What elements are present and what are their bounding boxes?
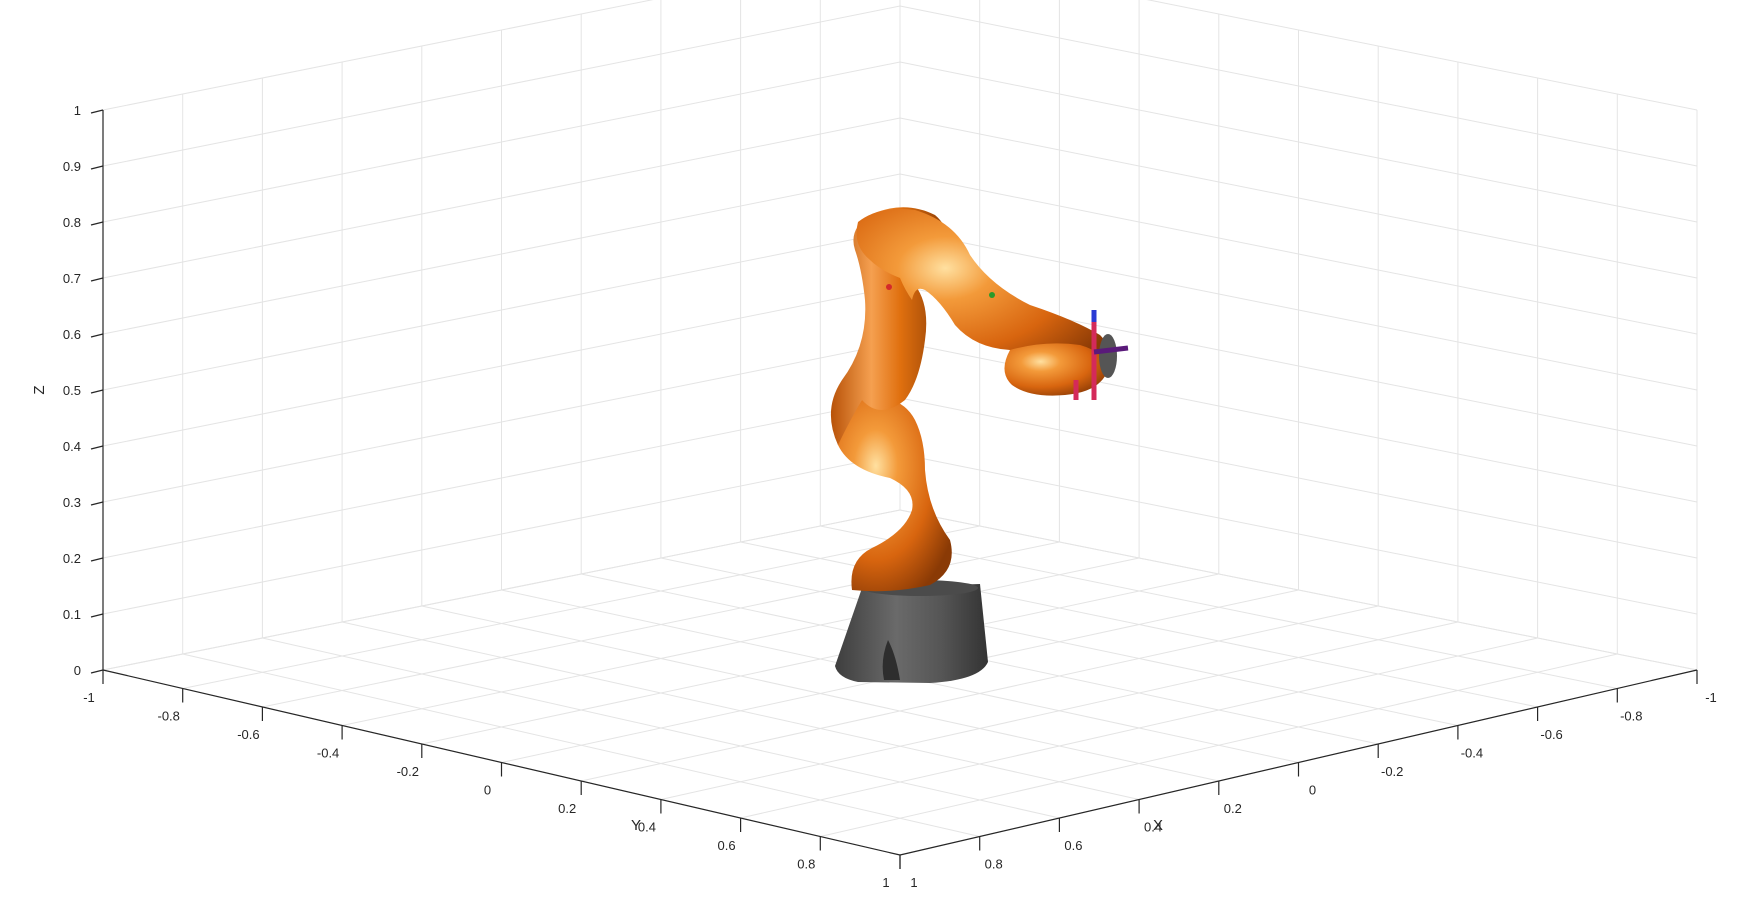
z-tick <box>90 221 104 226</box>
z-tick-label: 0 <box>74 663 81 678</box>
y-axis-label: Y <box>631 817 641 834</box>
robot-base <box>835 584 988 683</box>
x-tick-label: 0.8 <box>985 857 1003 872</box>
z-tick <box>90 109 104 114</box>
wall-grid-line <box>102 229 901 391</box>
wall-grid-line <box>102 5 901 167</box>
floor-grid-line <box>182 525 980 689</box>
z-tick <box>90 277 104 282</box>
y-tick-label: 1 <box>882 875 889 890</box>
robot-base-cutout <box>882 640 900 680</box>
z-tick-label: 0.4 <box>63 439 81 454</box>
robot-link-lower <box>835 398 952 592</box>
robot-wrist <box>1004 343 1108 396</box>
frame-x-axis <box>1093 345 1129 355</box>
wall-grid-line <box>102 173 901 335</box>
z-tick-label: 0.3 <box>63 495 81 510</box>
y-tick-label: 0.6 <box>718 838 736 853</box>
z-tick-label: 0.2 <box>63 551 81 566</box>
tick-labels: -1 -0.8 -0.6 -0.4 -0.2 0 0.2 0.4 0.6 0.8 1 1 0.8 0.6 0… <box>63 103 1717 890</box>
z-tick-label: 1 <box>74 103 81 118</box>
x-tick-label: -0.8 <box>1620 709 1642 724</box>
wall-grid-line <box>899 173 1698 335</box>
wall-grid-line <box>899 229 1698 391</box>
x-tick-label: 0.4 <box>1144 820 1162 835</box>
wall-grid-line <box>899 61 1698 223</box>
y-tick-label: -0.6 <box>237 727 259 742</box>
floor-grid-line <box>421 573 1219 745</box>
x-axis-label: X <box>1153 817 1163 834</box>
y-tick-label: -0.2 <box>397 764 419 779</box>
floor-grid-line <box>820 525 1618 689</box>
z-tick <box>90 613 104 618</box>
z-tick-label: 0.8 <box>63 215 81 230</box>
floor-grid-line <box>341 557 1140 726</box>
floor-grid-line <box>660 557 1459 726</box>
y-tick-label: -0.8 <box>157 709 179 724</box>
y-tick-label: -0.4 <box>317 746 339 761</box>
x-tick-label: 0.6 <box>1064 838 1082 853</box>
y-tick-label: 0.8 <box>797 857 815 872</box>
y-tick-label: -1 <box>83 690 95 705</box>
x-tick-label: 0.2 <box>1224 801 1242 816</box>
z-tick-label: 0.9 <box>63 159 81 174</box>
wall-grid-line <box>899 117 1698 279</box>
z-axis-label: Z <box>31 385 48 394</box>
wall-grid-line <box>102 61 901 223</box>
z-tick <box>90 389 104 394</box>
x-tick-label: 1 <box>910 875 917 890</box>
x-tick-label: -0.2 <box>1381 764 1403 779</box>
z-tick <box>90 669 104 674</box>
robot-arm <box>830 207 1129 683</box>
robot-flange <box>1099 334 1117 378</box>
y-tick-label: 0 <box>484 783 491 798</box>
ticks <box>90 109 1698 869</box>
z-tick <box>90 501 104 506</box>
y-tick-label: 0.4 <box>638 820 656 835</box>
z-tick <box>90 557 104 562</box>
joint-marker-green <box>989 292 995 298</box>
x-tick-label: -1 <box>1705 690 1717 705</box>
z-tick <box>90 445 104 450</box>
z-tick <box>90 333 104 338</box>
wall-grid-line <box>102 0 654 111</box>
z-tick-label: 0.1 <box>63 607 81 622</box>
z-tick-label: 0.5 <box>63 383 81 398</box>
joint-marker-red <box>886 284 892 290</box>
wall-grid-line <box>1146 0 1698 111</box>
x-tick-label: -0.6 <box>1540 727 1562 742</box>
wall-grid-line <box>102 117 901 279</box>
y-tick-label: 0.2 <box>558 801 576 816</box>
z-tick-label: 0.7 <box>63 271 81 286</box>
z-tick-label: 0.6 <box>63 327 81 342</box>
robot-link-upper <box>856 208 1111 379</box>
x-tick-label: 0 <box>1309 783 1316 798</box>
x-tick-label: -0.4 <box>1461 746 1483 761</box>
wall-grid-line <box>899 5 1698 167</box>
z-tick <box>90 165 104 170</box>
